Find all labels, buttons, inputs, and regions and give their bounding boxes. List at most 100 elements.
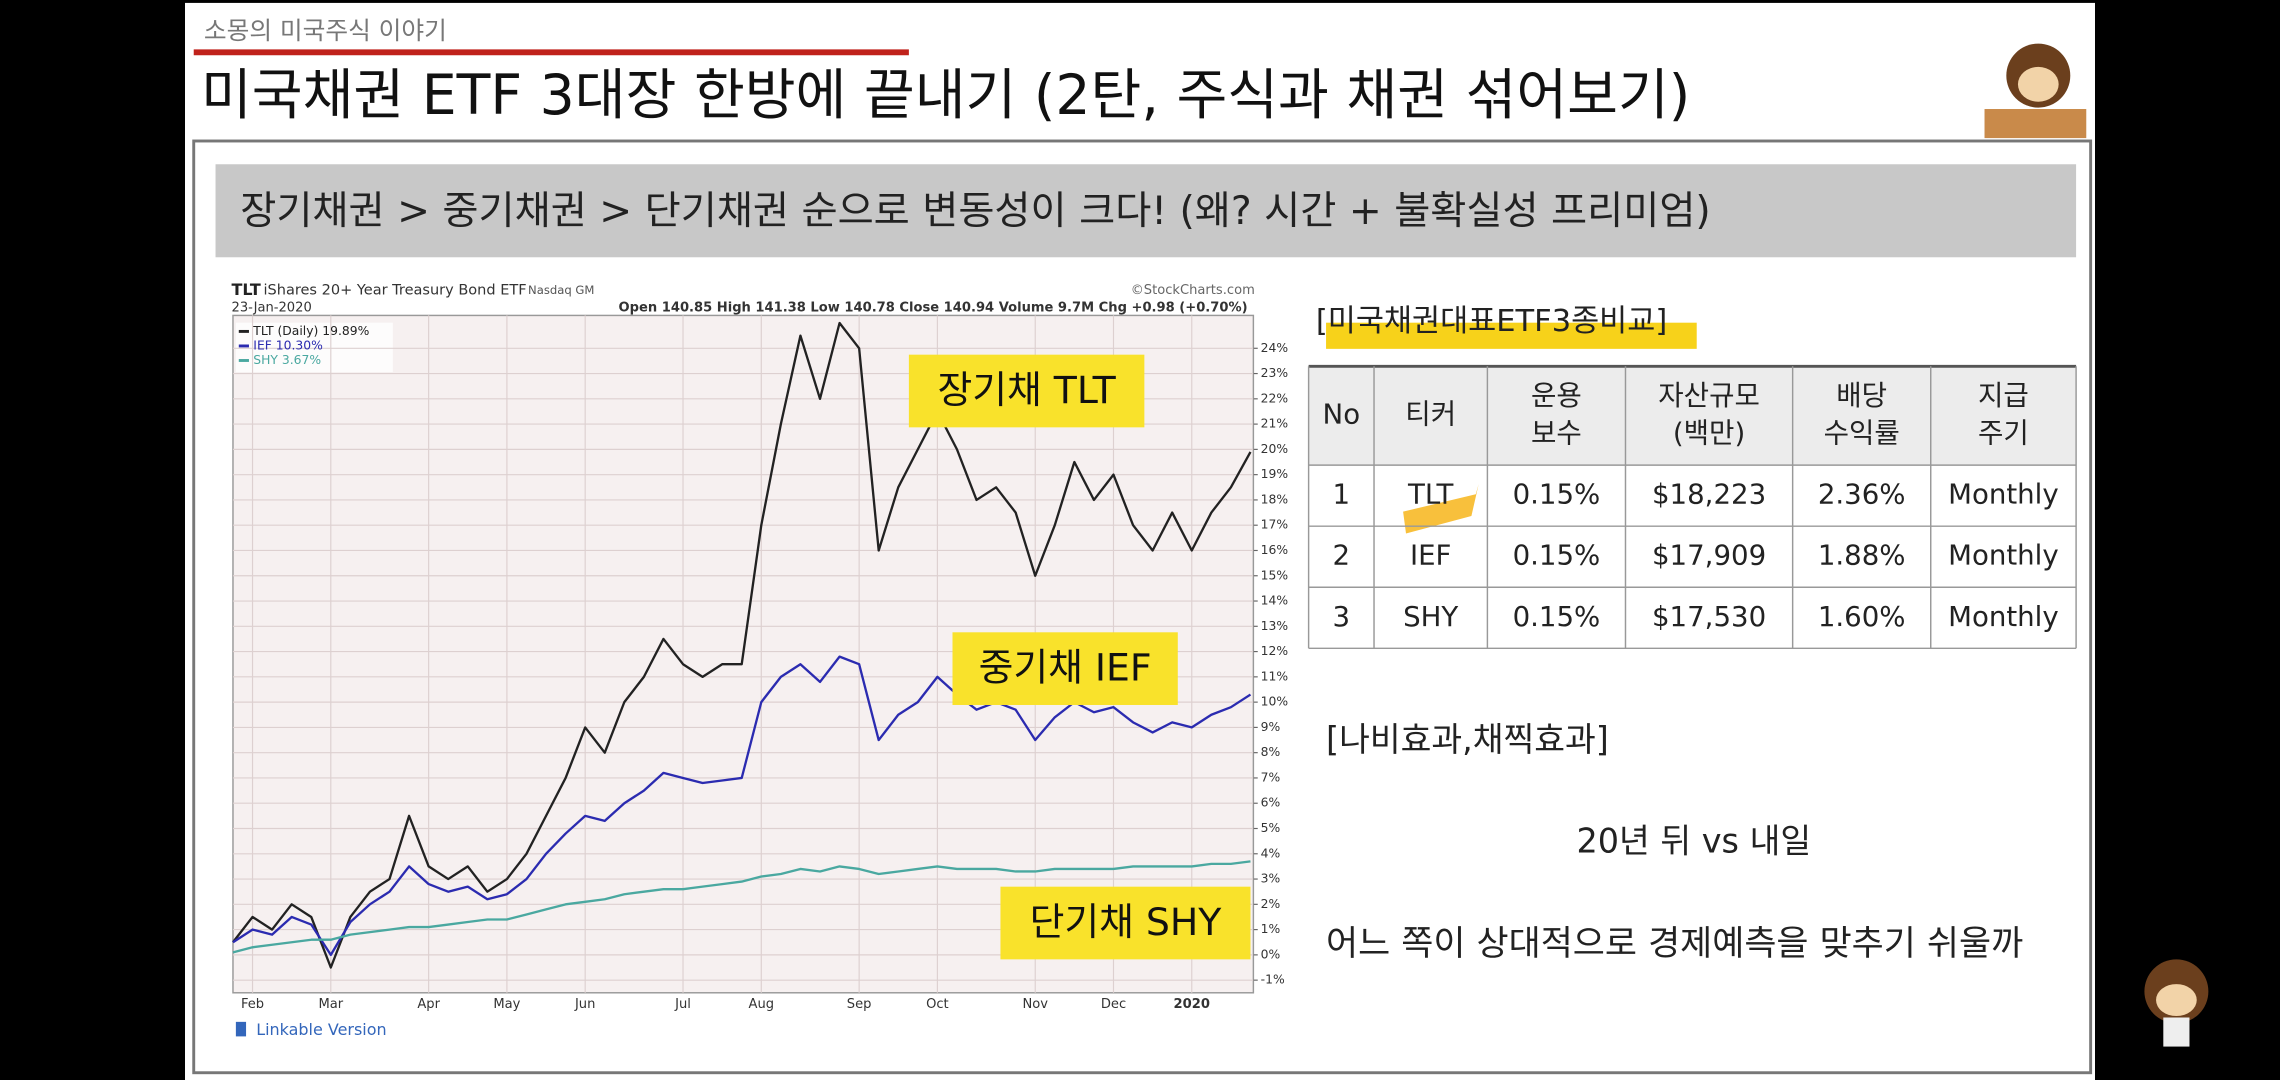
table-cell: Monthly (1948, 478, 2059, 511)
table-cell: IEF (1410, 539, 1451, 572)
series-line (232, 860, 1251, 954)
slide-title: 미국채권 ETF 3대장 한방에 끝내기 (2탄, 주식과 채권 섞어보기) (201, 64, 1690, 128)
table-header: 수익률 (1824, 417, 1900, 450)
content-frame (192, 139, 2093, 1075)
y-tick-label: 20% (1261, 442, 1289, 456)
table-cell: $17,909 (1652, 539, 1766, 572)
table-cell: 1.60% (1818, 600, 1906, 633)
mascot-small (2144, 959, 2209, 1047)
x-tick-label: Apr (417, 997, 440, 1012)
x-tick-label: Jul (674, 997, 691, 1012)
table-header: 보수 (1531, 417, 1582, 450)
banner (215, 164, 2077, 258)
y-tick-label: 10% (1261, 695, 1289, 709)
series-line (232, 655, 1252, 957)
table-cell: $18,223 (1652, 478, 1766, 511)
table-header: 티커 (1405, 398, 1456, 431)
table-header-bg (1308, 366, 2077, 466)
y-tick-label: 14% (1261, 594, 1289, 608)
chart-source: ©StockCharts.com (1131, 283, 1255, 298)
x-tick-label: Dec (1101, 997, 1126, 1012)
legend-label: IEF 10.30% (253, 338, 323, 352)
y-tick-label: 24% (1261, 341, 1289, 355)
table-cell: 3 (1333, 600, 1351, 633)
link-icon (235, 1021, 247, 1037)
chart-date: 23-Jan-2020 (232, 301, 312, 316)
chart-title: iShares 20+ Year Treasury Bond ETF (263, 283, 526, 299)
x-tick-label: Nov (1022, 997, 1048, 1012)
y-tick-label: 19% (1261, 467, 1289, 481)
y-tick-label: 7% (1261, 770, 1281, 784)
table-cell: 1 (1333, 478, 1351, 511)
table-cell: 2 (1333, 539, 1351, 572)
y-tick-label: 15% (1261, 568, 1289, 582)
y-tick-label: 17% (1261, 518, 1289, 532)
marker-highlight (1403, 484, 1479, 534)
table-cell: SHY (1403, 600, 1458, 633)
note: 20년 뒤 vs 내일 (1577, 822, 1812, 861)
y-tick-label: 23% (1261, 366, 1289, 380)
table-cell: 0.15% (1513, 539, 1601, 572)
table-header: 운용 (1531, 379, 1582, 412)
chart-exchange: Nasdaq GM (528, 283, 594, 297)
x-tick-label: Jun (574, 997, 595, 1012)
x-tick-label: Mar (318, 997, 343, 1012)
table-header: 주기 (1978, 417, 2029, 450)
x-tick-label: Sep (847, 997, 872, 1012)
table-cell: 0.15% (1513, 600, 1601, 633)
y-tick-label: 9% (1261, 720, 1281, 734)
y-tick-label: -1% (1261, 973, 1285, 987)
y-tick-label: 2% (1261, 897, 1281, 911)
annotation-label: 단기채 SHY (1030, 900, 1223, 944)
table-cell: Monthly (1948, 539, 2059, 572)
stock-chart: TLT iShares 20+ Year Treasury Bond ETF N… (225, 276, 1302, 1047)
annotation-box (908, 354, 1145, 428)
series-line (232, 321, 1252, 969)
legend-label: TLT (Daily) 19.89% (252, 324, 369, 338)
table-header: 지급 (1978, 379, 2029, 412)
table-caption: [미국채권대표ETF3종비교] (1316, 304, 1667, 339)
caption-highlight (1326, 322, 1697, 349)
x-tick-label: Aug (749, 997, 775, 1012)
table-cell: 2.36% (1818, 478, 1906, 511)
table-header: (백만) (1673, 417, 1745, 450)
annotation-label: 장기채 TLT (937, 368, 1116, 412)
y-tick-label: 21% (1261, 417, 1289, 431)
x-tick-label: 2020 (1174, 997, 1210, 1012)
table-cell: 1.88% (1818, 539, 1906, 572)
annotation-box (952, 632, 1178, 705)
y-tick-label: 11% (1261, 669, 1289, 683)
y-tick-label: 4% (1261, 846, 1281, 860)
table-cell: Monthly (1948, 600, 2059, 633)
annotation-label: 중기채 IEF (979, 646, 1152, 690)
channel-name: 소몽의 미국주식 이야기 (204, 16, 447, 45)
y-tick-label: 0% (1261, 947, 1281, 961)
table-cell: 0.15% (1513, 478, 1601, 511)
y-tick-label: 16% (1261, 543, 1289, 557)
note: 어느 쪽이 상대적으로 경제예측을 맞추기 쉬울까 (1326, 924, 2023, 964)
y-tick-label: 3% (1261, 872, 1281, 886)
annotation-box (1000, 886, 1251, 960)
legend-label: SHY 3.67% (253, 353, 321, 367)
y-tick-label: 13% (1261, 619, 1289, 633)
y-tick-label: 18% (1261, 492, 1289, 506)
table-cell: $17,530 (1652, 600, 1766, 633)
y-tick-label: 1% (1261, 922, 1281, 936)
y-tick-label: 8% (1261, 745, 1281, 759)
note: [나비효과,채찍효과] (1326, 720, 1609, 759)
chart-symbol: TLT (232, 280, 261, 299)
table-header: 배당 (1836, 379, 1887, 412)
chart-legend (235, 322, 393, 373)
y-tick-label: 5% (1261, 821, 1281, 835)
y-tick-label: 22% (1261, 391, 1289, 405)
table-header: 자산규모 (1658, 379, 1760, 412)
x-tick-label: Feb (241, 997, 264, 1012)
table-header: No (1323, 398, 1361, 431)
y-tick-label: 12% (1261, 644, 1289, 658)
table-cell: TLT (1407, 478, 1453, 511)
linkable-version[interactable]: Linkable Version (256, 1020, 386, 1039)
x-tick-label: May (493, 997, 520, 1012)
